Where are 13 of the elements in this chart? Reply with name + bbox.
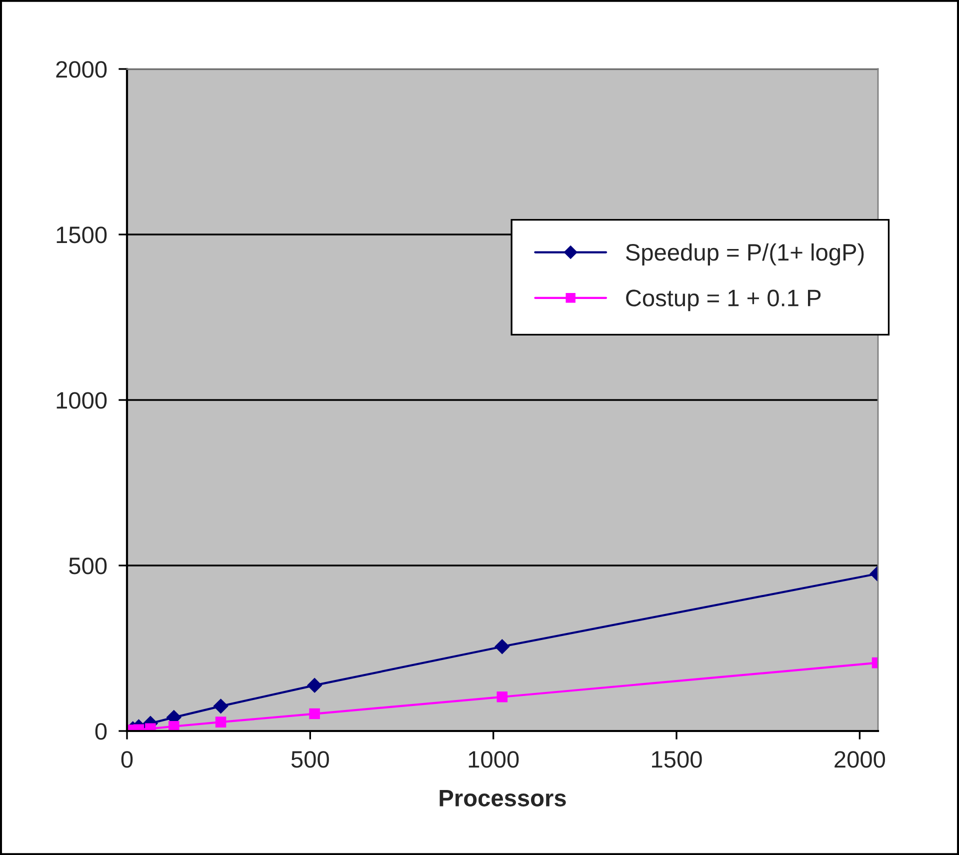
legend-label: Costup = 1 + 0.1 P [626,290,821,312]
y-tick-label: 0 [95,723,107,740]
x-tick-label: 2000 [834,751,886,768]
y-tick-label: 2000 [56,61,107,78]
x-axis-title: Processors [440,790,566,806]
legend-label: Speedup = P/(1+ logP) [626,243,864,266]
x-tick-label: 1500 [652,751,702,768]
y-tick-label: 500 [69,558,107,574]
x-tick-label: 500 [291,751,329,768]
y-tick-label: 1000 [56,392,107,409]
y-tick-label: 1500 [56,226,107,244]
x-tick-label: 1000 [468,751,519,768]
x-tick-label: 0 [121,751,133,768]
